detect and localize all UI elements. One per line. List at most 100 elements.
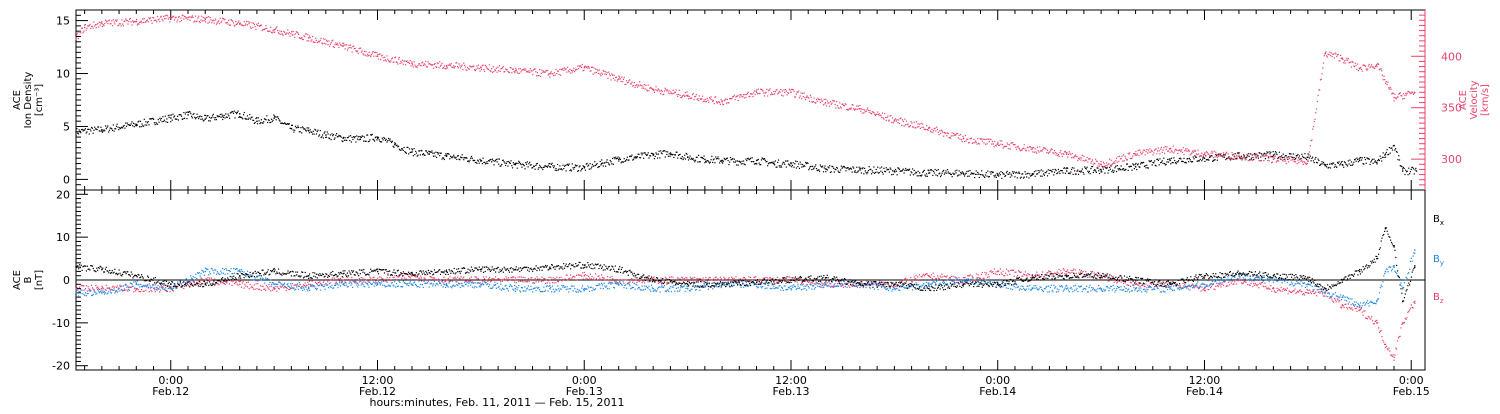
data-point: [1345, 162, 1346, 163]
data-point: [244, 112, 245, 113]
data-point: [260, 285, 261, 286]
data-point: [879, 168, 880, 169]
data-point: [610, 79, 611, 80]
data-point: [593, 67, 594, 68]
data-point: [310, 41, 311, 42]
data-point: [1173, 152, 1174, 153]
data-point: [465, 66, 466, 67]
data-point: [1162, 160, 1163, 161]
data-point: [1223, 152, 1224, 153]
data-point: [1346, 164, 1347, 165]
data-point: [146, 125, 147, 126]
data-point: [375, 52, 376, 53]
data-point: [659, 151, 660, 152]
data-point: [917, 127, 918, 128]
data-point: [901, 125, 902, 126]
data-point: [93, 21, 94, 22]
data-point: [526, 164, 527, 165]
data-point: [461, 157, 462, 158]
data-point: [546, 279, 547, 280]
data-point: [858, 170, 859, 171]
data-point: [1092, 166, 1093, 167]
data-point: [1298, 157, 1299, 158]
data-point: [565, 68, 566, 69]
data-point: [802, 93, 803, 94]
data-point: [1221, 155, 1222, 156]
data-point: [517, 277, 518, 278]
data-point: [703, 277, 704, 278]
data-point: [107, 125, 108, 126]
data-point: [1295, 158, 1296, 159]
data-point: [845, 167, 846, 168]
data-point: [821, 167, 822, 168]
data-point: [346, 140, 347, 141]
data-point: [155, 124, 156, 125]
data-point: [410, 60, 411, 61]
data-point: [261, 290, 262, 291]
data-point: [607, 276, 608, 277]
data-point: [1302, 156, 1303, 157]
data-point: [516, 163, 517, 164]
data-point: [941, 175, 942, 176]
data-point: [493, 160, 494, 161]
data-point: [776, 89, 777, 90]
data-point: [857, 109, 858, 110]
data-point: [741, 94, 742, 95]
data-point: [662, 153, 663, 154]
data-point: [549, 282, 550, 283]
data-point: [995, 175, 996, 176]
data-point: [419, 63, 420, 64]
data-point: [981, 170, 982, 171]
data-point: [563, 70, 564, 71]
data-point: [1355, 65, 1356, 66]
data-point: [606, 162, 607, 163]
data-point: [635, 277, 636, 278]
data-point: [883, 117, 884, 118]
data-point: [397, 63, 398, 64]
data-point: [165, 18, 166, 19]
data-point: [196, 114, 197, 115]
data-point: [797, 281, 798, 282]
data-point: [438, 279, 439, 280]
data-point: [800, 95, 801, 96]
data-point: [628, 82, 629, 83]
data-point: [207, 277, 208, 278]
data-point: [312, 133, 313, 134]
data-point: [1015, 147, 1016, 148]
data-point: [887, 115, 888, 116]
data-point: [572, 167, 573, 168]
data-point: [540, 76, 541, 77]
data-point: [958, 137, 959, 138]
data-point: [626, 159, 627, 160]
data-point: [293, 132, 294, 133]
data-point: [177, 116, 178, 117]
data-point: [209, 117, 210, 118]
data-point: [1207, 152, 1208, 153]
data-point: [614, 157, 615, 158]
data-point: [461, 66, 462, 67]
data-point: [216, 119, 217, 120]
data-point: [941, 173, 942, 174]
data-point: [748, 92, 749, 93]
data-point: [345, 137, 346, 138]
data-point: [1350, 165, 1351, 166]
data-point: [919, 172, 920, 173]
data-point: [993, 143, 994, 144]
data-point: [552, 165, 553, 166]
data-point: [1355, 63, 1356, 64]
data-point: [524, 277, 525, 278]
data-point: [202, 118, 203, 119]
data-point: [879, 113, 880, 114]
data-point: [1070, 154, 1071, 155]
data-point: [845, 104, 846, 105]
data-point: [773, 282, 774, 283]
data-point: [1155, 149, 1156, 150]
data-point: [936, 170, 937, 171]
data-point: [1201, 153, 1202, 154]
data-point: [320, 130, 321, 131]
data-point: [974, 142, 975, 143]
data-point: [214, 279, 215, 280]
data-point: [1238, 153, 1239, 154]
data-point: [536, 281, 537, 282]
data-point: [1267, 152, 1268, 153]
